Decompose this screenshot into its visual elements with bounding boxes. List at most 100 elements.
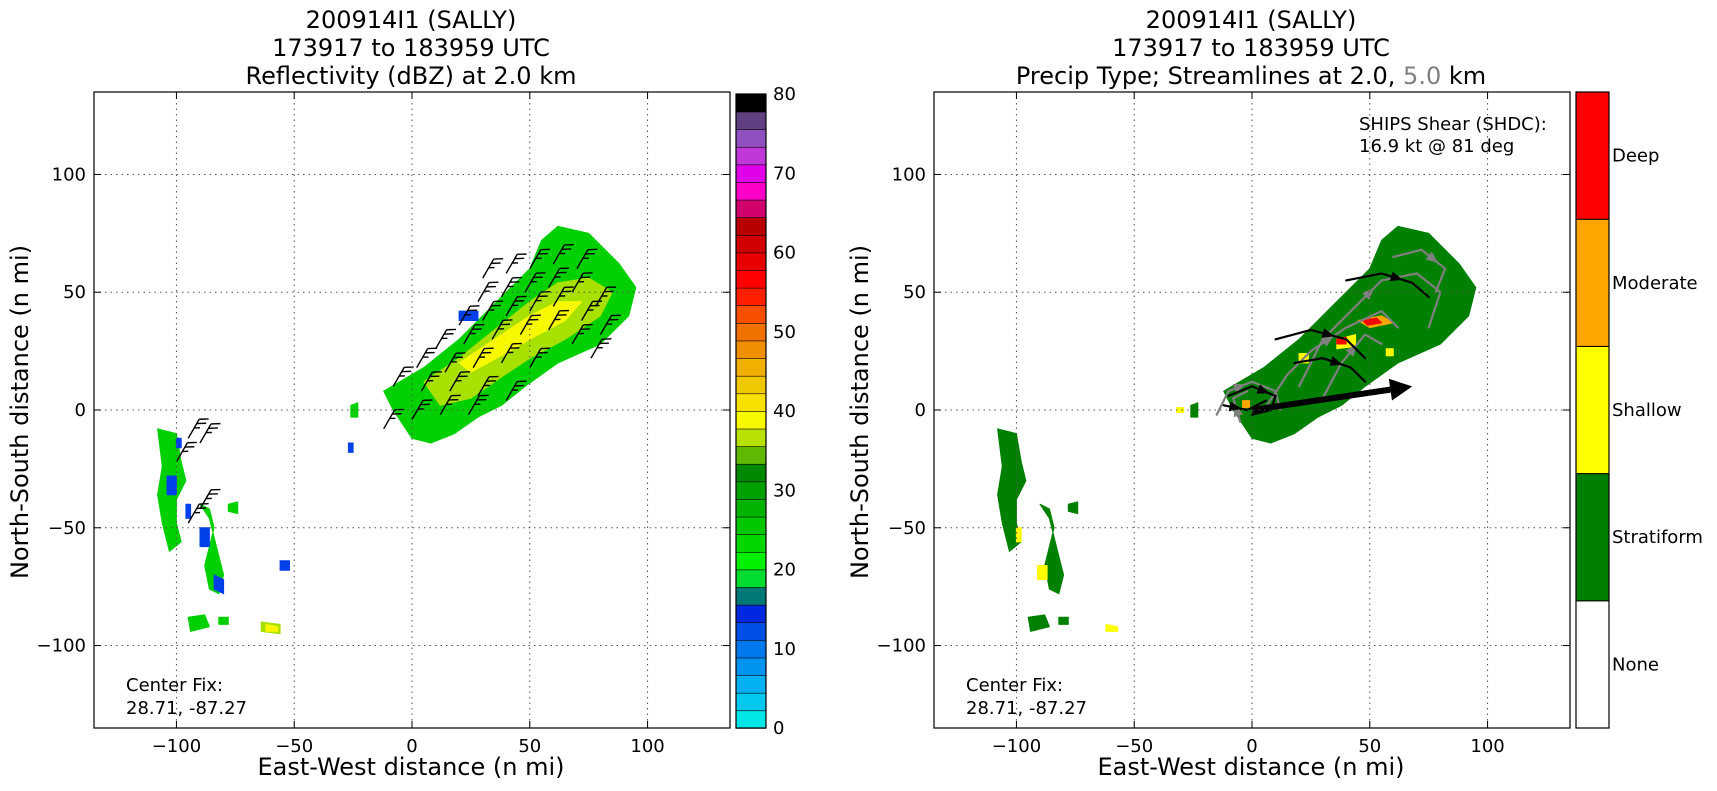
wind-barb — [449, 371, 471, 392]
category-label-shallow: Shallow — [1612, 400, 1682, 421]
colorbar-tick-label: 80 — [773, 84, 796, 105]
wind-barb — [467, 394, 489, 416]
left-y-tick-label: −50 — [48, 518, 86, 539]
category-swatch-deep — [1575, 91, 1610, 220]
streamline-2km-arrowhead — [1228, 401, 1242, 412]
colorbar-swatch — [735, 710, 767, 729]
wind-barb — [472, 347, 494, 368]
wind-barb — [576, 248, 598, 270]
wind-barb — [500, 276, 522, 298]
wind-barb — [524, 272, 546, 293]
wind-barb — [416, 347, 438, 368]
left-x-tick-label: −100 — [152, 736, 201, 757]
wind-barb — [439, 394, 461, 416]
precip-deep-region — [1362, 317, 1383, 326]
left-y-axis-label: North-South distance (n mi) — [6, 245, 34, 579]
shear-value: 16.9 kt @ 81 deg — [1359, 136, 1514, 157]
colorbar-swatch — [735, 533, 767, 553]
wind-barb — [187, 418, 209, 439]
right-title-part-b: 5.0 — [1403, 62, 1441, 90]
right-y-tick-label: 100 — [892, 164, 926, 185]
colorbar-swatch — [735, 234, 767, 254]
colorbar-swatch — [735, 569, 767, 588]
wind-barb — [529, 248, 551, 270]
colorbar-swatch — [735, 216, 767, 236]
wind-barb — [595, 286, 617, 307]
right-title-line-3: Precip Type; Streamlines at 2.0, 5.0 km — [1016, 62, 1486, 90]
category-swatch-moderate — [1575, 218, 1610, 347]
streamline-5km-arrowhead — [1320, 335, 1334, 347]
right-center-fix-label: Center Fix: — [966, 675, 1063, 696]
right-x-tick-label: 50 — [1358, 736, 1381, 757]
wind-barb — [599, 314, 621, 335]
streamline-5km-arrowhead — [1232, 383, 1246, 394]
colorbar-swatch — [735, 604, 767, 624]
streamline-2km — [1227, 385, 1277, 416]
colorbar-swatch — [735, 586, 767, 606]
colorbar-swatch — [735, 410, 767, 430]
wind-barb — [477, 375, 499, 397]
wind-barb — [477, 281, 499, 302]
left-x-tick-label: 100 — [630, 736, 664, 757]
colorbar-swatch — [735, 269, 767, 289]
wind-barb — [175, 441, 197, 463]
left-x-tick-label: −50 — [275, 736, 313, 757]
wind-barb — [547, 267, 570, 288]
precip-shallow-region — [1037, 565, 1048, 581]
precip-shallow-region — [1176, 407, 1185, 413]
precip-stratiform-region — [1223, 225, 1477, 444]
wind-barb — [571, 323, 593, 345]
wind-barb — [505, 253, 527, 274]
colorbar-tick-label: 70 — [773, 163, 796, 184]
wind-barb — [482, 258, 504, 279]
wind-barb — [420, 371, 442, 392]
reflectivity-echo-weak-blue — [175, 437, 182, 449]
wind-barb — [491, 319, 513, 340]
colorbar-swatch — [735, 93, 767, 113]
right-x-tick-label: 100 — [1470, 736, 1504, 757]
category-label-deep: Deep — [1612, 146, 1659, 167]
precip-shallow-region — [1385, 348, 1394, 357]
right-x-axis-label: East-West distance (n mi) — [1097, 753, 1404, 781]
left-y-tick-label: 0 — [75, 400, 86, 421]
reflectivity-echo-low — [350, 402, 359, 418]
colorbar-swatch — [735, 428, 767, 447]
right-plot-area: −100 −50 0 50 100 −100 −50 0 50 100 — [877, 91, 1571, 757]
wind-barb — [444, 352, 466, 373]
shear-vector-arrowhead — [1388, 378, 1413, 401]
left-center-fix-value: 28.71, -87.27 — [126, 698, 247, 719]
right-y-tick-label: 50 — [903, 282, 926, 303]
right-y-axis-label: North-South distance (n mi) — [846, 245, 874, 579]
colorbar-swatch — [735, 481, 767, 500]
streamline-2km-arrowhead — [1329, 356, 1343, 366]
colorbar-swatch — [735, 445, 767, 465]
wind-barb — [199, 422, 221, 444]
streamline-2km-arrowhead — [1321, 328, 1335, 338]
wind-barb — [434, 328, 457, 350]
precip-stratiform-region — [1027, 614, 1050, 632]
reflectivity-echo-weak-blue — [199, 527, 210, 548]
left-title-line-1: 200914I1 (SALLY) — [306, 6, 517, 34]
reflectivity-echo-low — [227, 501, 239, 515]
colorbar-swatch — [735, 287, 767, 307]
right-title-part-c: km — [1441, 62, 1486, 90]
precip-moderate-region — [1242, 400, 1251, 409]
left-x-tick-label: 0 — [406, 736, 417, 757]
colorbar-tick-label: 0 — [773, 718, 784, 739]
left-plot-area: −100 −50 0 50 100 −100 −50 0 50 100 — [37, 91, 731, 757]
colorbar-swatch — [735, 340, 767, 359]
wind-barb — [505, 380, 527, 401]
right-y-tick-label: 0 — [915, 400, 926, 421]
colorbar-tick-label: 50 — [773, 322, 796, 343]
colorbar-swatch — [735, 393, 767, 412]
precip-type-colorbar: None Stratiform Shallow Moderate Deep — [1575, 91, 1703, 729]
shear-vector-shaft — [1251, 386, 1391, 413]
colorbar-tick-label: 10 — [773, 639, 796, 660]
wind-barb — [383, 408, 405, 430]
reflectivity-colorbar: 0 10 20 30 40 50 60 70 80 — [735, 84, 796, 739]
left-title-line-2: 173917 to 183959 UTC — [272, 34, 550, 62]
colorbar-swatch — [735, 463, 767, 483]
colorbar-swatch — [735, 498, 767, 518]
precip-stratiform-region — [1067, 501, 1079, 515]
wind-barb — [580, 300, 603, 321]
